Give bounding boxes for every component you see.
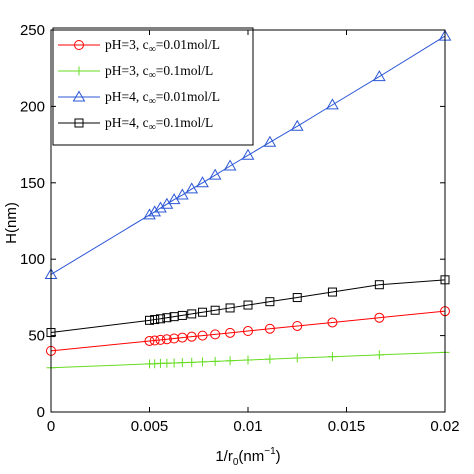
legend-item: pH=4, c∞=0.01mol/L bbox=[58, 89, 220, 107]
data-point bbox=[225, 303, 235, 313]
series-4 bbox=[46, 275, 450, 338]
data-point bbox=[155, 334, 166, 345]
data-point bbox=[169, 358, 179, 368]
data-point bbox=[145, 315, 154, 325]
data-point bbox=[196, 176, 209, 188]
data-point bbox=[169, 333, 180, 344]
y-tick-label: 250 bbox=[20, 22, 45, 39]
data-point bbox=[243, 355, 253, 365]
legend-item: pH=3, c∞=0.1mol/L bbox=[58, 63, 213, 81]
data-point bbox=[241, 148, 255, 160]
data-point bbox=[197, 330, 208, 341]
legend-marker bbox=[74, 118, 84, 128]
data-point bbox=[292, 320, 303, 331]
data-point bbox=[144, 335, 155, 346]
data-point bbox=[150, 315, 160, 325]
data-point bbox=[161, 334, 172, 345]
x-tick-label: 0 bbox=[47, 418, 55, 435]
data-point bbox=[208, 168, 222, 180]
data-point bbox=[175, 188, 189, 200]
data-point bbox=[243, 326, 253, 337]
legend-label: pH=3, c∞=0.01mol/L bbox=[105, 37, 220, 55]
legend-label: pH=4, c∞=0.1mol/L bbox=[105, 115, 213, 133]
data-point bbox=[187, 357, 197, 367]
legend-box bbox=[52, 27, 254, 146]
x-tick-label: 0.005 bbox=[131, 418, 169, 435]
series-line bbox=[50, 35, 446, 275]
data-point bbox=[162, 313, 172, 323]
data-point bbox=[177, 310, 187, 320]
data-point bbox=[263, 135, 277, 147]
data-point bbox=[186, 331, 197, 342]
data-point bbox=[154, 201, 167, 213]
data-point bbox=[292, 293, 302, 303]
y-tick-label: 150 bbox=[20, 175, 45, 192]
data-point bbox=[243, 300, 253, 310]
y-tick-label: 0 bbox=[37, 404, 45, 421]
data-point bbox=[225, 327, 236, 338]
data-point bbox=[223, 159, 237, 171]
series-line bbox=[50, 279, 446, 334]
data-point bbox=[326, 98, 339, 110]
axis-ticks: 0 0.005 0.01 0.015 0.02 0 50 100 150 200 250 bbox=[20, 22, 460, 435]
data-point bbox=[210, 329, 221, 340]
legend-item: pH=3, c∞=0.01mol/L bbox=[58, 37, 220, 55]
data-point bbox=[177, 358, 187, 368]
data-point bbox=[374, 312, 385, 323]
x-tick-label: 0.015 bbox=[328, 418, 366, 435]
x-tick-label: 0.01 bbox=[233, 418, 262, 435]
data-point bbox=[265, 354, 275, 364]
data-point bbox=[187, 309, 197, 319]
data-point bbox=[292, 353, 302, 363]
data-point bbox=[264, 323, 275, 334]
legend-label: pH=3, c∞=0.1mol/L bbox=[105, 63, 213, 81]
series-1 bbox=[46, 306, 450, 356]
legend: pH=3, c∞=0.01mol/L pH=3, c∞=0.1mol/L pH=4,… bbox=[52, 27, 254, 146]
data-point bbox=[327, 287, 337, 297]
data-point bbox=[210, 356, 220, 366]
legend-marker bbox=[74, 40, 84, 50]
x-axis-label: 1/r0(nm−1) bbox=[215, 446, 280, 468]
data-point bbox=[374, 280, 384, 290]
y-tick-label: 200 bbox=[20, 98, 45, 115]
y-tick-label: 50 bbox=[28, 328, 45, 345]
data-point bbox=[185, 182, 199, 194]
y-tick-label: 100 bbox=[20, 251, 45, 268]
legend-label: pH=4, c∞=0.01mol/L bbox=[105, 89, 220, 107]
data-point bbox=[265, 297, 275, 307]
data-point bbox=[148, 205, 162, 217]
y-axis-label: H(nm) bbox=[3, 202, 20, 244]
data-point bbox=[143, 208, 156, 220]
legend-marker bbox=[72, 90, 86, 102]
data-point bbox=[327, 352, 337, 362]
data-point bbox=[372, 70, 386, 82]
data-point bbox=[225, 356, 235, 366]
data-point bbox=[290, 119, 304, 131]
data-point bbox=[210, 305, 220, 315]
series-2 bbox=[46, 347, 450, 373]
x-tick-label: 0.02 bbox=[430, 418, 459, 435]
data-point bbox=[198, 307, 208, 317]
data-point bbox=[327, 317, 338, 328]
data-point bbox=[149, 335, 160, 346]
legend-marker bbox=[74, 66, 84, 76]
data-point bbox=[155, 314, 165, 324]
data-point bbox=[198, 357, 208, 367]
data-point bbox=[374, 350, 384, 360]
series-line bbox=[50, 310, 446, 352]
legend-item: pH=4, c∞=0.1mol/L bbox=[58, 115, 213, 133]
